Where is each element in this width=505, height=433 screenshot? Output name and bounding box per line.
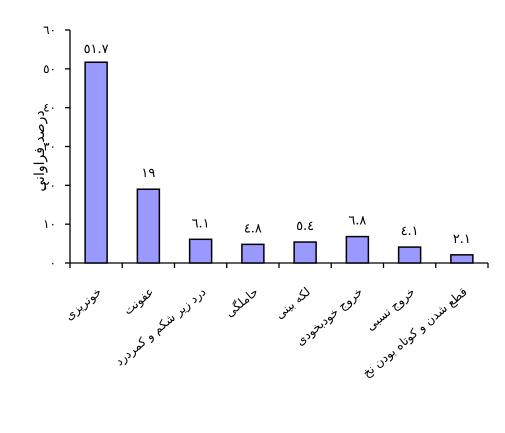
- bar: [188, 238, 213, 264]
- category-label: درد زیر شکم و کمردرد: [112, 285, 209, 370]
- data-label: ٦.١: [192, 216, 210, 231]
- y-tick-label: ٦٠: [43, 23, 56, 37]
- bar: [450, 254, 474, 264]
- bar: [345, 235, 370, 264]
- data-label: ٦.٨: [348, 214, 366, 229]
- bar: [397, 246, 422, 264]
- bar: [293, 241, 317, 264]
- category-label: لکه بینی: [273, 285, 314, 322]
- bar: [136, 188, 161, 264]
- data-label: ١٩: [141, 166, 155, 181]
- data-label: ٤.١: [401, 224, 419, 239]
- bars: [84, 61, 474, 264]
- category-label: قطع شدن و کوتاه بودن نخ: [360, 285, 471, 381]
- y-tick-label: ٤٠: [43, 101, 56, 115]
- data-label: ٥١.٧: [84, 42, 109, 57]
- bar: [241, 243, 265, 264]
- y-tick-label: ١٠: [43, 217, 56, 231]
- y-tick-label: ٢٠: [43, 178, 56, 192]
- y-tick-label: ٣٠: [43, 140, 56, 154]
- category-label: حاملگی: [223, 285, 261, 320]
- axes: ٠ ١٠ ٢٠ ٣٠ ٤٠ ٥٠ ٦٠: [43, 23, 489, 270]
- y-tick-label: ٠: [50, 256, 56, 270]
- y-axis-label: درصد فراوانی: [32, 110, 48, 191]
- data-label: ٤.٨: [244, 221, 262, 236]
- data-label: ٥.٤: [296, 219, 314, 234]
- data-labels: ٥١.٧ ١٩ ٦.١ ٤.٨ ٥.٤ ٦.٨ ٤.١ ٢.١: [84, 42, 471, 247]
- y-tick-label: ٥٠: [43, 62, 56, 76]
- category-label: خونریزی: [62, 285, 105, 324]
- bar: [84, 61, 108, 264]
- data-label: ٢.١: [453, 232, 471, 247]
- category-label: عفونت: [121, 285, 157, 319]
